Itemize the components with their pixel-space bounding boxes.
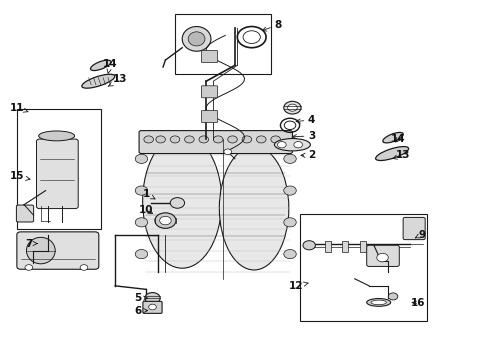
- Circle shape: [242, 136, 251, 143]
- Bar: [342, 241, 347, 252]
- Circle shape: [135, 218, 147, 227]
- Circle shape: [387, 293, 397, 300]
- Circle shape: [283, 186, 296, 195]
- Circle shape: [277, 141, 285, 148]
- Circle shape: [287, 104, 297, 111]
- FancyBboxPatch shape: [17, 232, 99, 269]
- Bar: [17, 109, 101, 229]
- Ellipse shape: [81, 74, 115, 88]
- FancyBboxPatch shape: [366, 245, 399, 266]
- Ellipse shape: [90, 60, 111, 71]
- Circle shape: [170, 136, 180, 143]
- FancyBboxPatch shape: [201, 111, 217, 122]
- Text: 7: 7: [25, 239, 37, 248]
- Circle shape: [293, 141, 302, 148]
- Circle shape: [283, 101, 301, 114]
- Circle shape: [170, 198, 184, 208]
- Circle shape: [135, 186, 147, 195]
- Circle shape: [148, 304, 156, 310]
- Circle shape: [283, 218, 296, 227]
- FancyBboxPatch shape: [17, 205, 34, 222]
- Text: 11: 11: [10, 103, 28, 113]
- FancyBboxPatch shape: [402, 217, 424, 240]
- Circle shape: [283, 154, 296, 163]
- Circle shape: [199, 136, 208, 143]
- Circle shape: [213, 136, 223, 143]
- Circle shape: [135, 249, 147, 259]
- Ellipse shape: [182, 27, 210, 51]
- Circle shape: [270, 136, 280, 143]
- Bar: [360, 241, 366, 252]
- FancyBboxPatch shape: [201, 86, 217, 98]
- Text: 13: 13: [392, 150, 409, 160]
- Circle shape: [144, 293, 160, 304]
- Text: 16: 16: [410, 298, 425, 309]
- Circle shape: [143, 136, 153, 143]
- Ellipse shape: [26, 237, 55, 264]
- Text: 1: 1: [142, 189, 155, 199]
- FancyBboxPatch shape: [139, 131, 292, 153]
- FancyBboxPatch shape: [37, 139, 78, 208]
- Text: 12: 12: [288, 281, 307, 291]
- Circle shape: [224, 149, 231, 154]
- Text: 10: 10: [139, 205, 153, 215]
- Text: 3: 3: [292, 131, 315, 141]
- Ellipse shape: [142, 134, 221, 268]
- Bar: [325, 241, 330, 252]
- Circle shape: [135, 154, 147, 163]
- Circle shape: [376, 253, 387, 262]
- Circle shape: [155, 213, 176, 228]
- Bar: [299, 213, 426, 321]
- Ellipse shape: [370, 300, 386, 305]
- Text: 2: 2: [300, 150, 315, 160]
- FancyBboxPatch shape: [201, 50, 217, 63]
- Circle shape: [160, 216, 171, 225]
- Ellipse shape: [39, 131, 75, 141]
- Circle shape: [184, 136, 194, 143]
- Circle shape: [227, 136, 237, 143]
- Text: 4: 4: [296, 115, 315, 125]
- Ellipse shape: [188, 32, 204, 46]
- FancyBboxPatch shape: [142, 301, 162, 313]
- Bar: [175, 14, 270, 74]
- Text: 8: 8: [262, 20, 281, 31]
- Ellipse shape: [274, 139, 310, 151]
- Circle shape: [80, 265, 88, 270]
- Circle shape: [156, 136, 165, 143]
- Text: 15: 15: [10, 171, 30, 181]
- Circle shape: [283, 249, 296, 259]
- Circle shape: [256, 136, 265, 143]
- Text: 9: 9: [414, 230, 425, 240]
- Text: 14: 14: [390, 134, 405, 144]
- Circle shape: [25, 265, 33, 270]
- Text: 14: 14: [103, 59, 118, 73]
- Text: 6: 6: [134, 306, 147, 315]
- Ellipse shape: [382, 132, 403, 143]
- Text: 13: 13: [108, 75, 127, 86]
- Circle shape: [303, 241, 315, 250]
- Ellipse shape: [366, 298, 390, 306]
- Ellipse shape: [219, 147, 288, 270]
- Text: 5: 5: [134, 293, 147, 303]
- Ellipse shape: [375, 147, 408, 161]
